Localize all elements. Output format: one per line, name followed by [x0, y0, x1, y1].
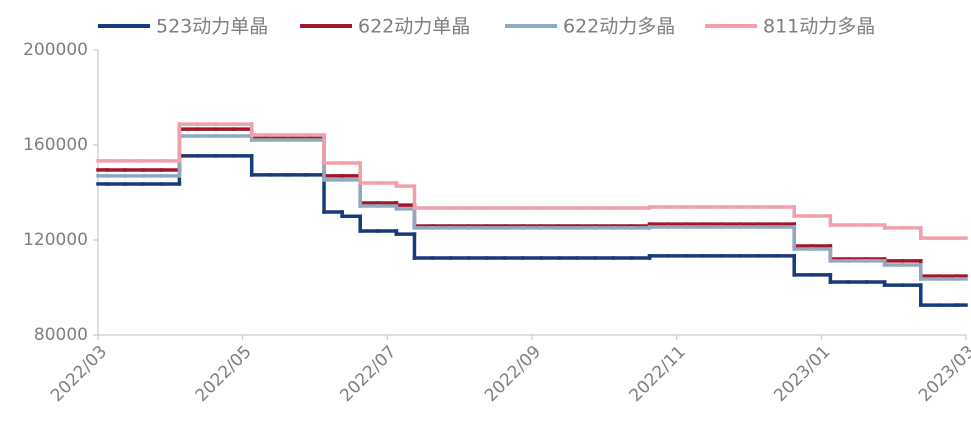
legend-label: 622动力多晶: [563, 16, 675, 38]
legend-label: 622动力单晶: [358, 16, 470, 38]
series-line: [96, 134, 968, 281]
series-line: [96, 154, 968, 307]
y-tick-label: 200000: [23, 40, 88, 60]
y-tick-label: 120000: [23, 230, 88, 250]
series-line: [96, 122, 968, 240]
y-tick-label: 160000: [23, 135, 88, 155]
x-tick-label: 2023/03: [915, 342, 971, 406]
x-tick-label: 2022/03: [47, 342, 111, 406]
y-tick-label: 80000: [34, 325, 88, 345]
x-tick-label: 2022/11: [626, 342, 690, 406]
x-tick-label: 2022/05: [192, 342, 256, 406]
legend-label: 523动力单晶: [156, 16, 268, 38]
legend-label: 811动力多晶: [763, 16, 875, 38]
series-line: [96, 127, 968, 278]
x-tick-label: 2023/01: [770, 342, 834, 406]
x-tick-label: 2022/07: [336, 342, 400, 406]
x-tick-label: 2022/09: [481, 342, 545, 406]
